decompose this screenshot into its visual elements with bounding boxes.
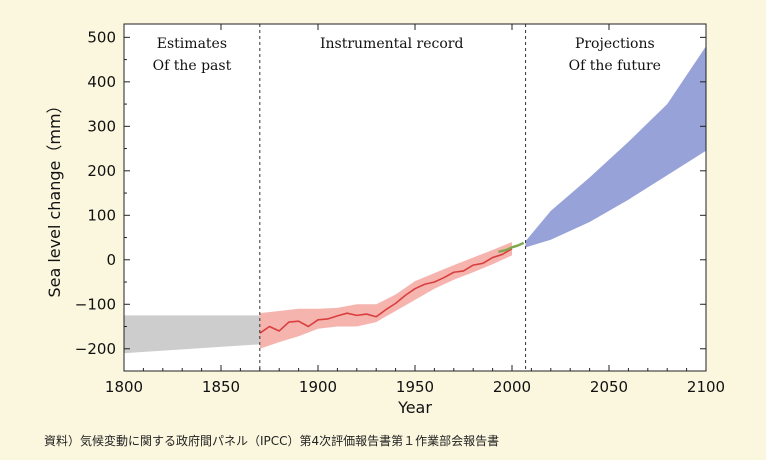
- plot-layer: [124, 46, 706, 354]
- x-tick-label: 1900: [299, 378, 337, 396]
- series-line-2: [498, 241, 525, 253]
- y-tick-label: 200: [87, 162, 116, 180]
- y-tick-label: 400: [87, 73, 116, 91]
- y-axis-label: Sea level change（mm）: [45, 97, 64, 297]
- region-label-3: Of the future: [569, 58, 661, 74]
- x-tick-label: 1850: [202, 378, 240, 396]
- x-tick-label: 1950: [396, 378, 434, 396]
- band-3: [525, 46, 706, 248]
- region-label-2: Instrumental record: [320, 36, 463, 52]
- x-tick-label: 2000: [493, 378, 531, 396]
- x-tick-label: 2100: [687, 378, 725, 396]
- sea-level-chart: −200 −100 0 100 200 300 400 500 1800 1850 1900 1950…: [45, 23, 725, 417]
- source-note: 資料）気候変動に関する政府間パネル（IPCC）第4次評価報告書第１作業部会報告書: [44, 434, 500, 448]
- y-tick-label: 100: [87, 206, 116, 224]
- y-tick-label: 0: [106, 251, 116, 269]
- region-label-1: Estimates: [157, 36, 227, 52]
- x-axis-label: Year: [397, 398, 432, 417]
- x-tick-label: 2050: [590, 378, 628, 396]
- y-tick-label: 300: [87, 117, 116, 135]
- y-tick-label: −200: [75, 340, 116, 358]
- band-2: [259, 241, 512, 349]
- band-1: [124, 315, 260, 354]
- y-tick-label: 500: [87, 28, 116, 46]
- x-tick-label: 1800: [105, 378, 143, 396]
- region-label-1: Of the past: [153, 58, 232, 74]
- series-line-1: [259, 247, 513, 334]
- region-label-3: Projections: [575, 36, 655, 52]
- y-tick-label: −100: [75, 295, 116, 313]
